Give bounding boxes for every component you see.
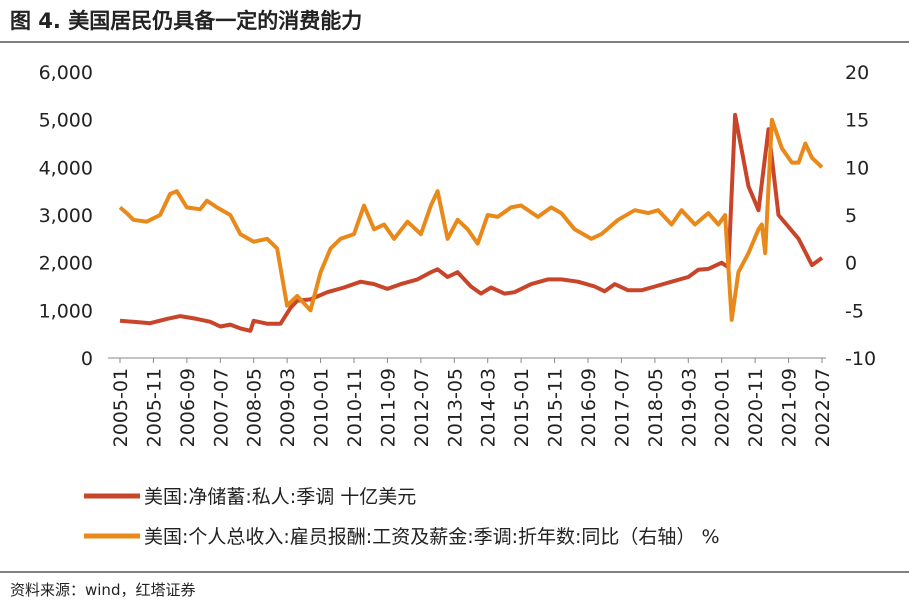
x-tick-label: 2017-07 — [611, 368, 633, 447]
x-tick-label: 2021-09 — [779, 368, 801, 447]
y-tick-label: 4,000 — [39, 157, 93, 179]
x-tick-label: 2010-11 — [344, 368, 366, 447]
x-tick-label: 2011-09 — [377, 368, 399, 447]
y2-tick-label: 15 — [845, 110, 869, 132]
x-tick-label: 2008-05 — [244, 368, 266, 447]
y-tick-label: 5,000 — [39, 110, 93, 132]
x-tick-label: 2020-01 — [712, 368, 734, 447]
x-tick-label: 2005-01 — [110, 368, 132, 447]
x-tick-label: 2022-07 — [812, 368, 834, 447]
legend-label: 美国:净储蓄:私人:季调 十亿美元 — [144, 486, 416, 508]
legend-label: 美国:个人总收入:雇员报酬:工资及薪金:季调:折年数:同比（右轴） % — [144, 526, 720, 548]
x-tick-label: 2013-05 — [444, 368, 466, 447]
y-tick-label: 0 — [81, 348, 93, 370]
series-line — [119, 112, 824, 333]
y-tick-label: 6,000 — [39, 62, 93, 84]
x-tick-label: 2015-01 — [511, 368, 533, 447]
x-tick-label: 2007-07 — [210, 368, 232, 447]
y2-tick-label: 5 — [845, 205, 857, 227]
x-tick-label: 2018-05 — [645, 368, 667, 447]
y2-tick-label: 20 — [845, 62, 869, 84]
source: 资料来源：wind，红塔证券 — [10, 581, 195, 599]
x-tick-label: 2015-11 — [545, 368, 567, 447]
x-tick-label: 2005-11 — [143, 368, 165, 447]
x-tick-label: 2010-01 — [311, 368, 333, 447]
x-tick-label: 2019-03 — [678, 368, 700, 447]
x-tick-label: 2016-09 — [578, 368, 600, 447]
y2-tick-label: -10 — [845, 348, 876, 370]
x-tick-label: 2006-09 — [177, 368, 199, 447]
y-tick-label: 2,000 — [39, 253, 93, 275]
series-line — [118, 117, 824, 322]
y-tick-label: 3,000 — [39, 205, 93, 227]
chart-title: 图 4. 美国居民仍具备一定的消费能力 — [10, 9, 362, 33]
x-tick-label: 2012-07 — [411, 368, 433, 447]
y-tick-label: 1,000 — [39, 300, 93, 322]
y2-tick-label: 10 — [845, 157, 869, 179]
x-tick-label: 2020-11 — [745, 368, 767, 447]
y2-tick-label: 0 — [845, 253, 857, 275]
y2-tick-label: -5 — [845, 300, 864, 322]
x-tick-label: 2009-03 — [277, 368, 299, 447]
x-tick-label: 2014-03 — [478, 368, 500, 447]
